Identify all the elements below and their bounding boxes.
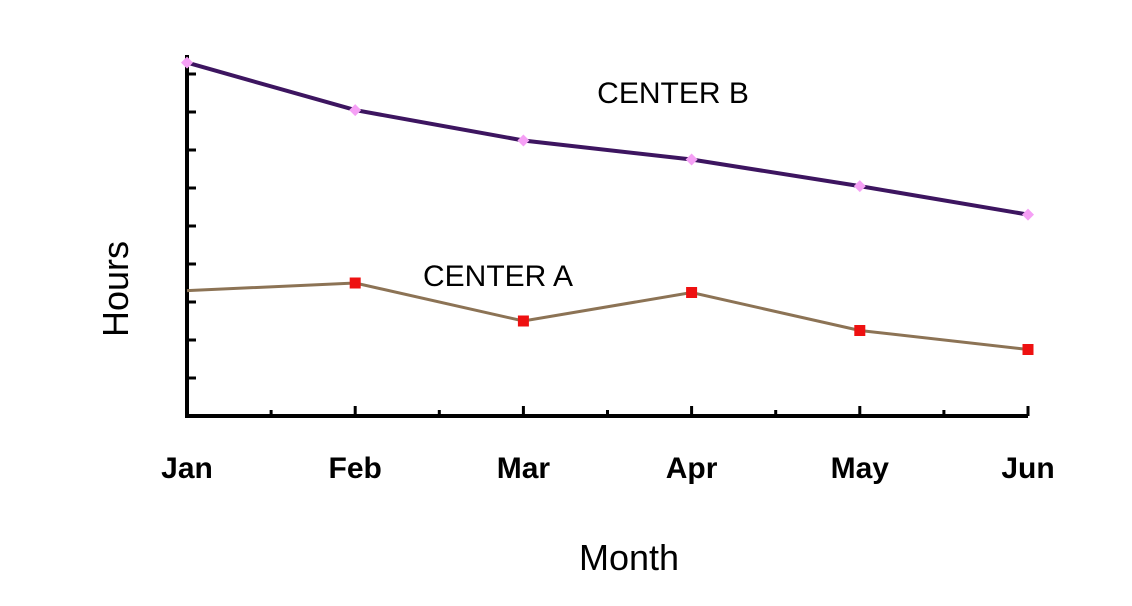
data-point-marker bbox=[349, 277, 361, 289]
data-point-marker bbox=[1022, 208, 1034, 221]
data-point-marker bbox=[181, 56, 193, 69]
x-tick-label: Jan bbox=[161, 452, 213, 485]
series-center-a bbox=[186, 277, 1034, 355]
data-point-marker bbox=[517, 315, 529, 327]
y-ticks bbox=[187, 72, 196, 380]
x-axis-title: Month bbox=[579, 537, 679, 578]
series-line bbox=[186, 281, 1029, 351]
x-tick-label: May bbox=[831, 452, 890, 485]
x-tick-label: Apr bbox=[666, 452, 718, 485]
data-point-marker bbox=[517, 134, 530, 147]
y-axis-title: Hours bbox=[95, 241, 136, 337]
series-label-center-a: CENTER A bbox=[423, 260, 573, 293]
series-center-b bbox=[181, 56, 1034, 221]
x-tick-label: Feb bbox=[329, 452, 382, 485]
x-ticks bbox=[185, 406, 1030, 416]
series-label-center-b: CENTER B bbox=[597, 77, 749, 110]
data-point-marker bbox=[853, 180, 866, 193]
data-point-marker bbox=[686, 287, 698, 298]
data-point-marker bbox=[685, 153, 698, 166]
series-line bbox=[186, 60, 1029, 217]
data-point-marker bbox=[854, 325, 866, 336]
data-point-marker bbox=[349, 104, 362, 117]
data-point-marker bbox=[1022, 344, 1034, 355]
series-layer bbox=[181, 56, 1034, 355]
x-tick-labels: Jan Feb Mar Apr May Jun bbox=[161, 452, 1055, 485]
x-tick-label: Mar bbox=[497, 452, 551, 485]
axes bbox=[185, 55, 1030, 418]
x-tick-label: Jun bbox=[1001, 452, 1054, 485]
